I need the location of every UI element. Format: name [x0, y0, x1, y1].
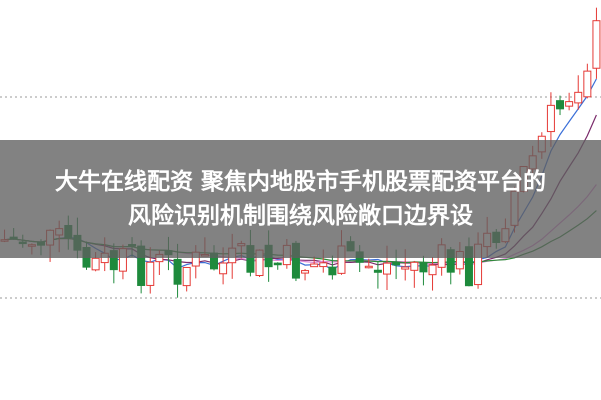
candle-body [328, 266, 337, 276]
candle-body [373, 269, 382, 273]
candle-body [182, 266, 191, 287]
candle-body [146, 261, 155, 286]
title-line: 风险识别机制围绕风险敞口边界设 [128, 203, 473, 229]
candle-body [565, 101, 574, 107]
candle-body [310, 263, 319, 268]
title-banner: 大牛在线配资 聚焦内地股市手机股票配资平台的 风险识别机制围绕风险敞口边界设 [0, 140, 601, 258]
candle-body [428, 264, 437, 276]
candle-body [583, 70, 592, 98]
candle-body [219, 262, 228, 275]
candle-body [91, 257, 100, 271]
candle-body [401, 266, 410, 270]
candle-body [392, 261, 401, 266]
candle-body [546, 104, 555, 133]
candle-body [574, 91, 583, 104]
title-line: 大牛在线配资 聚焦内地股市手机股票配资平台的 [54, 169, 546, 195]
candle-body [419, 262, 428, 273]
candle-body [592, 20, 601, 69]
candle-body [556, 100, 565, 110]
candle-body [364, 265, 373, 269]
candle-body [301, 270, 310, 274]
candle-body [410, 261, 419, 271]
candle-body [319, 262, 328, 268]
candle-body [173, 258, 182, 285]
candle-body [273, 262, 282, 266]
candle-body [383, 262, 392, 275]
